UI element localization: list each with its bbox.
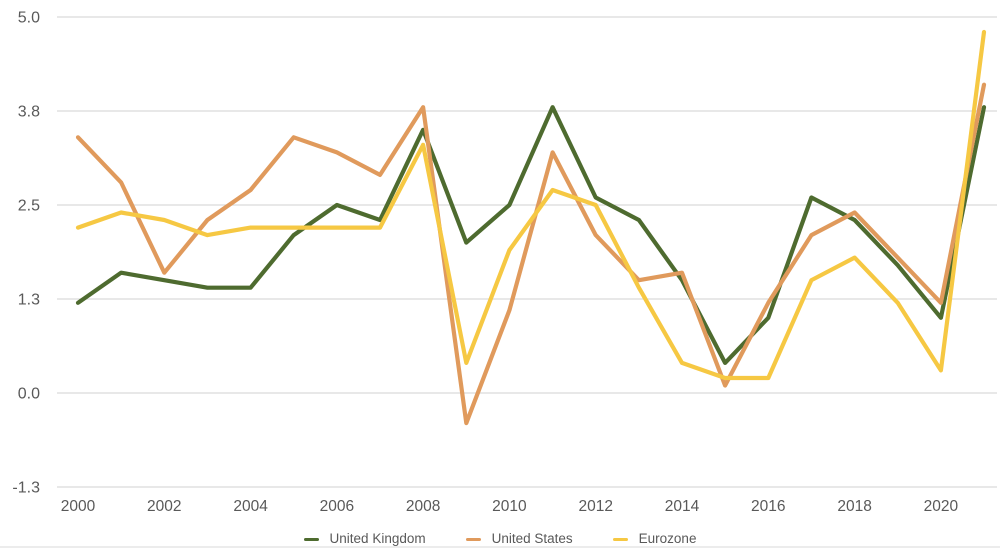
x-tick-label: 2020 bbox=[924, 498, 959, 515]
y-tick-label: 1.3 bbox=[18, 292, 40, 309]
y-tick-label: 2.5 bbox=[18, 198, 40, 215]
legend-label: United Kingdom bbox=[329, 531, 426, 547]
chart-legend: United Kingdom United States Eurozone bbox=[0, 529, 1000, 549]
x-tick-label: 2008 bbox=[406, 498, 440, 515]
y-tick-label: 5.0 bbox=[18, 10, 40, 27]
y-tick-label: -1.3 bbox=[12, 480, 40, 497]
legend-label: United States bbox=[491, 531, 573, 547]
legend-item-eurozone: Eurozone bbox=[612, 531, 697, 547]
bottom-divider bbox=[0, 546, 1000, 548]
y-tick-label: 0.0 bbox=[18, 386, 40, 403]
legend-line-swatch bbox=[465, 537, 481, 541]
x-tick-label: 2010 bbox=[492, 498, 527, 515]
y-tick-label: 3.8 bbox=[18, 104, 40, 121]
series-line-united-kingdom bbox=[75, 105, 987, 365]
legend-label: Eurozone bbox=[638, 531, 697, 547]
legend-item-united-kingdom: United Kingdom bbox=[303, 531, 426, 547]
x-tick-label: 2012 bbox=[578, 498, 612, 515]
legend-item-united-states: United States bbox=[465, 531, 573, 547]
legend-line-swatch bbox=[612, 537, 628, 541]
x-tick-label: 2006 bbox=[320, 498, 354, 515]
x-tick-label: 2000 bbox=[61, 498, 96, 515]
x-tick-label: 2004 bbox=[233, 498, 268, 515]
series-line-eurozone bbox=[75, 29, 987, 381]
x-tick-label: 2016 bbox=[751, 498, 785, 515]
legend-line-swatch bbox=[303, 537, 319, 541]
x-tick-label: 2002 bbox=[147, 498, 181, 515]
series-line-united-states bbox=[75, 82, 987, 426]
x-tick-label: 2014 bbox=[665, 498, 700, 515]
x-tick-label: 2018 bbox=[837, 498, 871, 515]
